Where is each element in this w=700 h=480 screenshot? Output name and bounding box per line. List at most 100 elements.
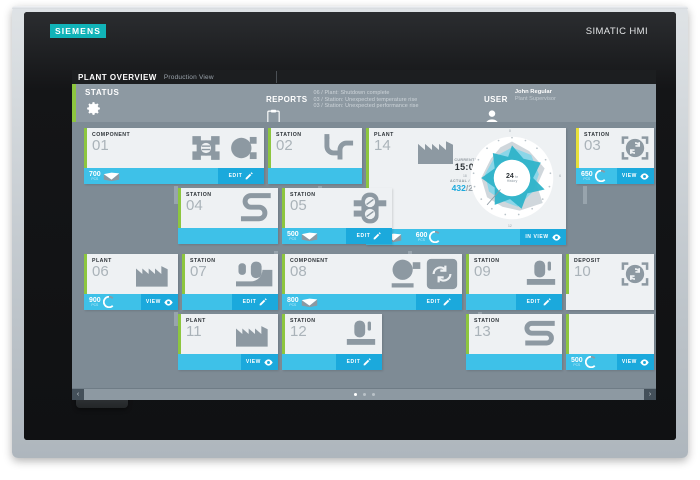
edit-button-label: EDIT (426, 299, 441, 305)
reports-section[interactable]: REPORTS 06 / Plant: Shutdown complete 03… (266, 84, 484, 126)
stamp-icon (524, 257, 558, 291)
reports-label: REPORTS (266, 95, 308, 104)
currently-value: 15:00 (454, 162, 480, 172)
tile-footer: 500 PCS VIEW (566, 354, 654, 370)
tile-deposit-10[interactable]: DEPOSIT 10 (566, 254, 654, 310)
tile-footer: 650 PCS VIEW (576, 168, 654, 184)
gauge-center-value: 24 (506, 173, 514, 180)
edit-button[interactable]: EDIT (416, 294, 462, 310)
tile-kind: STATION (276, 132, 302, 138)
tile-station-05[interactable]: STATION 05 (282, 188, 392, 244)
tile-station-02[interactable]: STATION 02 (268, 128, 362, 184)
tile-value: 700 PCS (84, 171, 120, 182)
gauge-tick-12: 12 (508, 224, 512, 228)
gauge-center-sub: History (506, 179, 518, 183)
report-item[interactable]: 06 / Plant: Shutdown complete (313, 90, 390, 96)
tile-number: 11 (186, 323, 202, 340)
tile-kind: COMPONENT (290, 258, 329, 264)
tile-station-07[interactable]: STATION 07 (182, 254, 278, 310)
tile-number: 13 (474, 323, 491, 340)
tile-footer: EDIT (466, 294, 562, 310)
tile-number: 08 (290, 263, 307, 280)
tile-station-13[interactable]: STATION 13 (466, 314, 562, 370)
tile-station-12[interactable]: STATION 12 (282, 314, 382, 370)
tile-station-09[interactable]: STATION 09 (466, 254, 562, 310)
tile-number: 14 (374, 137, 391, 154)
value-number: 700 (89, 170, 101, 178)
history-gauge[interactable]: 24 hr History 0 6 12 18 (463, 129, 561, 228)
plant-overview-board: COMPONENT 01 (72, 122, 656, 384)
view-button[interactable]: VIEW (140, 294, 178, 310)
in-view-button[interactable]: IN VIEW (520, 229, 566, 245)
gauge-icon (594, 170, 606, 182)
value-number: 500 (287, 230, 299, 238)
actual-debit-label: ACTUAL / DEBIT (450, 179, 485, 183)
value-number: 900 (89, 296, 101, 304)
edit-button[interactable]: EDIT (516, 294, 562, 310)
tile-station-04[interactable]: STATION 04 (178, 188, 278, 244)
value-unit: PCS (91, 176, 99, 181)
chevron-right-icon[interactable]: › (644, 388, 656, 400)
tile-footer: EDIT (282, 354, 382, 370)
eye-icon (640, 358, 649, 366)
tile-footer: 800 PCS (366, 229, 566, 245)
eye-icon (552, 233, 561, 241)
gauge-icon (584, 356, 596, 368)
eye-icon (640, 172, 649, 180)
gauge-icon (429, 231, 440, 243)
edit-button[interactable]: EDIT (346, 228, 392, 244)
edit-button[interactable]: EDIT (232, 294, 278, 310)
value-unit: PCS (573, 362, 581, 367)
edit-button[interactable]: EDIT (218, 168, 264, 184)
tile-number: 12 (290, 323, 307, 340)
user-info: John Regular Plant Supervisor (515, 89, 556, 103)
tile-kind: STATION (584, 132, 610, 138)
tile-value: 650 PCS (576, 170, 607, 182)
tile-component-08[interactable]: COMPONENT 08 (282, 254, 462, 310)
gear-icon[interactable] (85, 100, 119, 117)
tile-plant-11[interactable]: PLANT 11 VIEW (178, 314, 278, 370)
tile-station-03[interactable]: STATION 03 (576, 128, 654, 184)
tile-plant-06[interactable]: PLANT 06 9 (84, 254, 178, 310)
status-section[interactable]: STATUS (76, 84, 266, 122)
tile-component-01[interactable]: COMPONENT 01 (84, 128, 264, 184)
tile-kind: PLANT (374, 132, 394, 138)
tile-number: 10 (574, 263, 591, 280)
tile-accent (84, 128, 87, 168)
tile-number: 02 (276, 137, 293, 154)
view-button[interactable]: VIEW (616, 168, 654, 184)
value-unit: PCS (418, 237, 426, 242)
tile-kind: DEPOSIT (574, 258, 601, 264)
page-dot-2[interactable] (362, 393, 366, 396)
status-accent-bar (72, 84, 76, 122)
pencil-icon (444, 298, 452, 306)
report-item[interactable]: 03 / Station: Unexpected performance ris… (313, 103, 419, 110)
page-dot-1[interactable] (353, 393, 357, 396)
view-button[interactable]: VIEW (240, 354, 278, 370)
reports-list: 06 / Plant: Shutdown complete 03 / Stati… (313, 89, 418, 110)
value-unit: PCS (289, 236, 297, 241)
flow-icon (301, 232, 317, 241)
tile-number: 01 (92, 137, 109, 154)
simatic-hmi-label: SIMATIC HMI (585, 26, 648, 37)
view-button[interactable]: VIEW (616, 354, 654, 370)
edit-button-label: EDIT (356, 233, 371, 239)
tile-right-bottom[interactable]: 500 PCS VIEW (566, 314, 654, 370)
chevron-left-icon[interactable]: ‹ (72, 388, 84, 400)
tile-plant-14[interactable]: PLANT 14 CURRENTLY 15:00 (366, 128, 566, 245)
report-item[interactable]: 03 / Station: Unexpected temperature ris… (313, 96, 418, 103)
page-dot-3[interactable] (371, 393, 375, 396)
cycle-icon (620, 257, 650, 291)
pencil-icon (544, 298, 552, 306)
in-view-button-label: IN VIEW (525, 234, 549, 240)
user-section[interactable]: USER John Regular Plant Supervisor (484, 84, 556, 126)
sbend-icon (522, 317, 558, 351)
view-button-label: VIEW (145, 299, 161, 305)
pencil-icon (260, 298, 268, 306)
tile-kind: STATION (186, 192, 212, 198)
gauge-icon (102, 296, 114, 308)
cycle-icon (426, 258, 458, 290)
edit-button[interactable]: EDIT (336, 354, 382, 370)
tile-kind: STATION (190, 258, 216, 264)
view-button-label: VIEW (621, 359, 637, 365)
